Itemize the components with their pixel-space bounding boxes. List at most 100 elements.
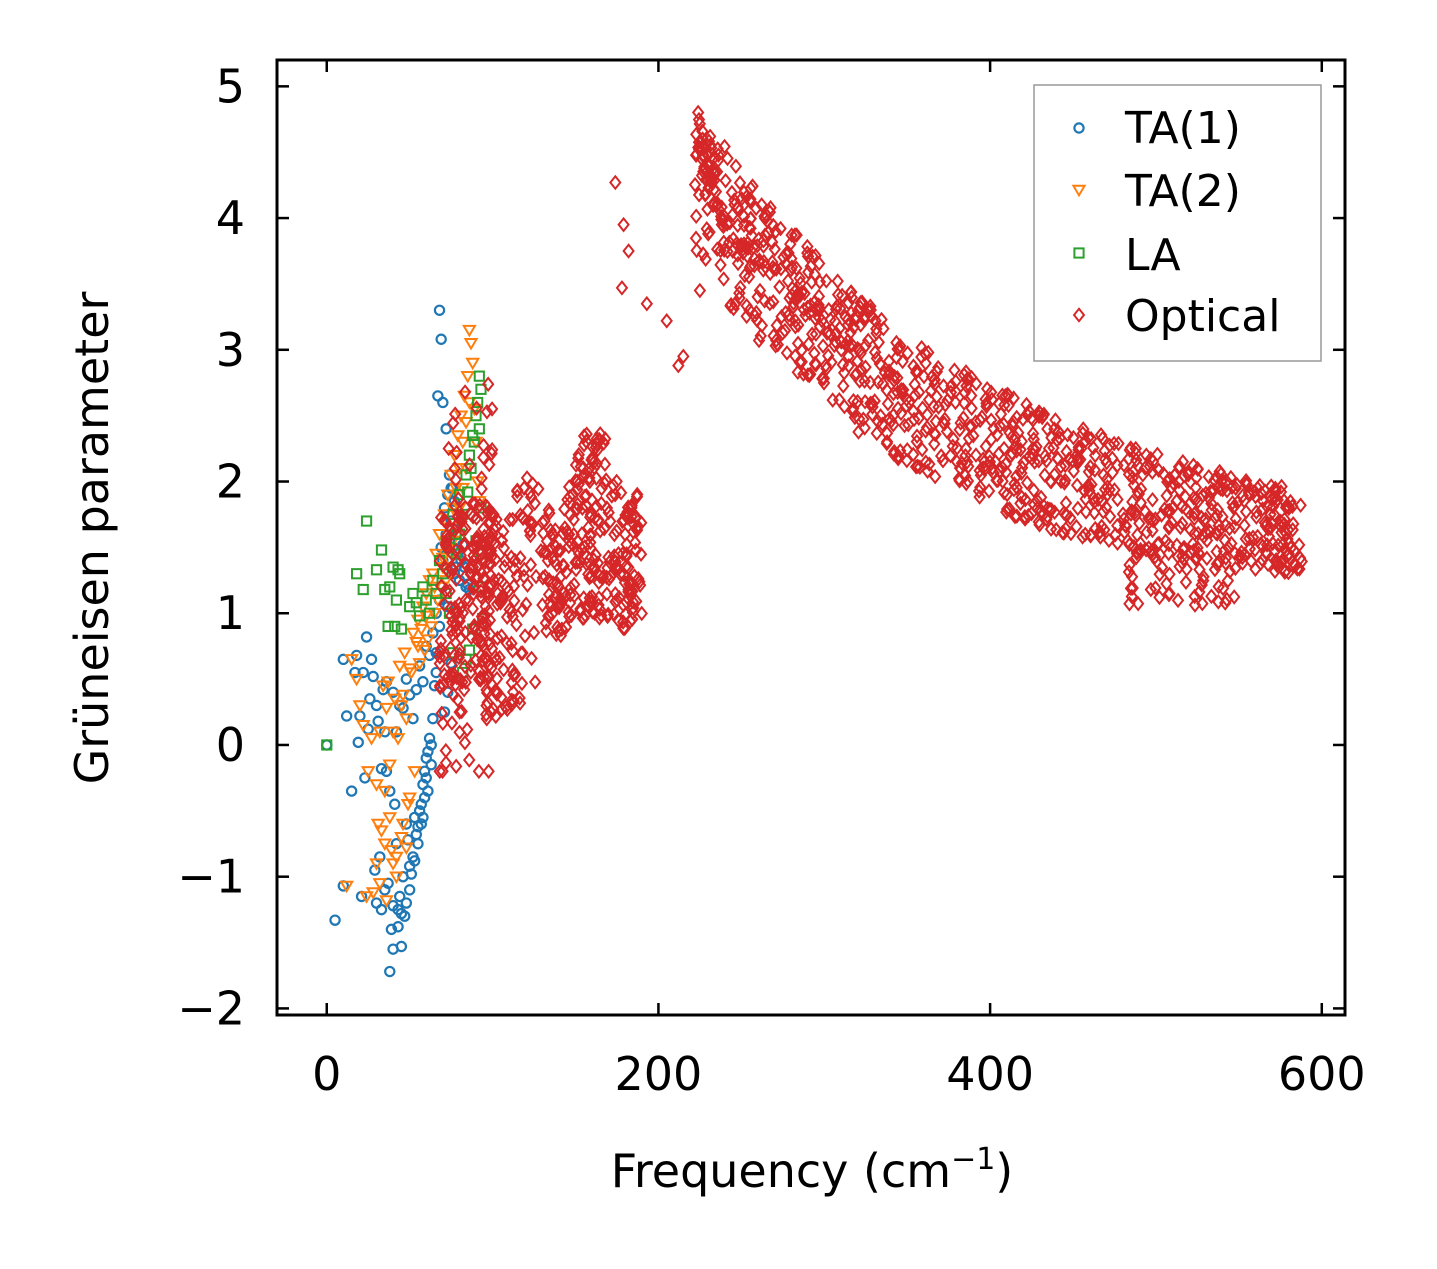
data-point	[427, 712, 439, 725]
data-point	[449, 571, 463, 588]
data-point	[746, 178, 759, 194]
data-point	[808, 356, 822, 373]
data-point	[367, 670, 379, 683]
data-point	[437, 677, 450, 693]
data-point	[580, 487, 593, 504]
data-point	[1160, 487, 1173, 504]
data-point	[1254, 485, 1268, 502]
data-point	[891, 400, 905, 417]
data-point	[491, 630, 504, 647]
data-point	[389, 798, 401, 810]
data-point	[623, 613, 637, 629]
data-point	[850, 365, 863, 382]
data-point	[418, 765, 431, 778]
data-point	[483, 612, 497, 629]
data-point	[510, 616, 523, 633]
data-point	[587, 552, 600, 568]
data-point	[1210, 556, 1224, 572]
data-point	[672, 357, 685, 374]
data-point	[598, 475, 611, 492]
data-point	[576, 500, 589, 517]
data-point	[399, 842, 414, 856]
data-point	[733, 175, 747, 191]
data-point	[692, 111, 706, 128]
data-point	[941, 392, 954, 409]
data-point	[630, 488, 644, 505]
y-axis-label: Grüneisen parameter	[65, 291, 119, 784]
data-point	[1109, 526, 1122, 543]
data-point	[622, 243, 635, 259]
data-point	[1153, 566, 1166, 583]
data-point	[1098, 442, 1111, 459]
data-point	[1026, 425, 1040, 442]
data-point	[785, 227, 798, 243]
data-point	[540, 544, 553, 561]
data-point	[379, 702, 394, 716]
data-point	[490, 596, 504, 612]
data-point	[754, 328, 767, 344]
data-point	[791, 287, 805, 304]
data-point	[1118, 517, 1132, 534]
data-point	[1015, 465, 1028, 481]
data-point	[517, 480, 531, 496]
data-point	[1223, 520, 1236, 537]
data-point	[452, 463, 467, 476]
data-point	[482, 763, 495, 780]
data-point	[470, 529, 484, 546]
data-point	[893, 338, 907, 354]
data-point	[1144, 450, 1158, 467]
data-point	[390, 733, 406, 746]
data-point	[952, 470, 966, 487]
data-point	[435, 552, 451, 566]
data-point	[1127, 477, 1141, 493]
data-point	[1179, 574, 1193, 590]
data-point	[870, 350, 884, 367]
data-point	[472, 396, 484, 409]
data-point	[1163, 518, 1176, 535]
data-point	[385, 858, 401, 871]
data-point	[452, 649, 466, 666]
data-point	[715, 211, 728, 228]
data-point	[499, 699, 513, 715]
data-point	[973, 489, 986, 505]
data-point	[1162, 586, 1176, 603]
data-point	[340, 710, 353, 722]
data-point	[540, 623, 553, 639]
data-point	[458, 417, 474, 430]
data-point	[620, 546, 633, 562]
data-point	[630, 486, 644, 503]
data-point	[1112, 435, 1125, 452]
data-point	[608, 526, 621, 543]
data-point	[724, 296, 738, 313]
data-point	[1145, 543, 1158, 559]
data-point	[433, 644, 447, 661]
data-point	[354, 710, 366, 722]
plot-frame	[275, 58, 1347, 1017]
data-point	[360, 515, 373, 527]
data-point	[953, 421, 966, 438]
data-point	[434, 641, 448, 657]
data-point	[703, 224, 716, 240]
data-point	[490, 670, 504, 687]
data-point	[516, 645, 529, 661]
data-point	[703, 173, 717, 190]
data-point	[584, 506, 598, 523]
data-point	[1287, 516, 1300, 532]
data-point	[1149, 580, 1162, 596]
data-point	[1117, 457, 1131, 473]
data-point	[1282, 564, 1295, 581]
data-point	[392, 921, 404, 933]
data-point	[768, 241, 781, 257]
data-point	[595, 480, 608, 497]
data-point	[365, 887, 381, 900]
data-point	[450, 430, 466, 443]
data-point	[731, 217, 744, 234]
data-point	[609, 174, 622, 191]
data-point	[1191, 525, 1205, 542]
data-point	[876, 416, 889, 433]
data-point	[953, 460, 967, 476]
data-point	[507, 693, 520, 710]
data-point	[433, 304, 446, 316]
data-point	[483, 556, 497, 573]
data-point	[519, 596, 533, 612]
